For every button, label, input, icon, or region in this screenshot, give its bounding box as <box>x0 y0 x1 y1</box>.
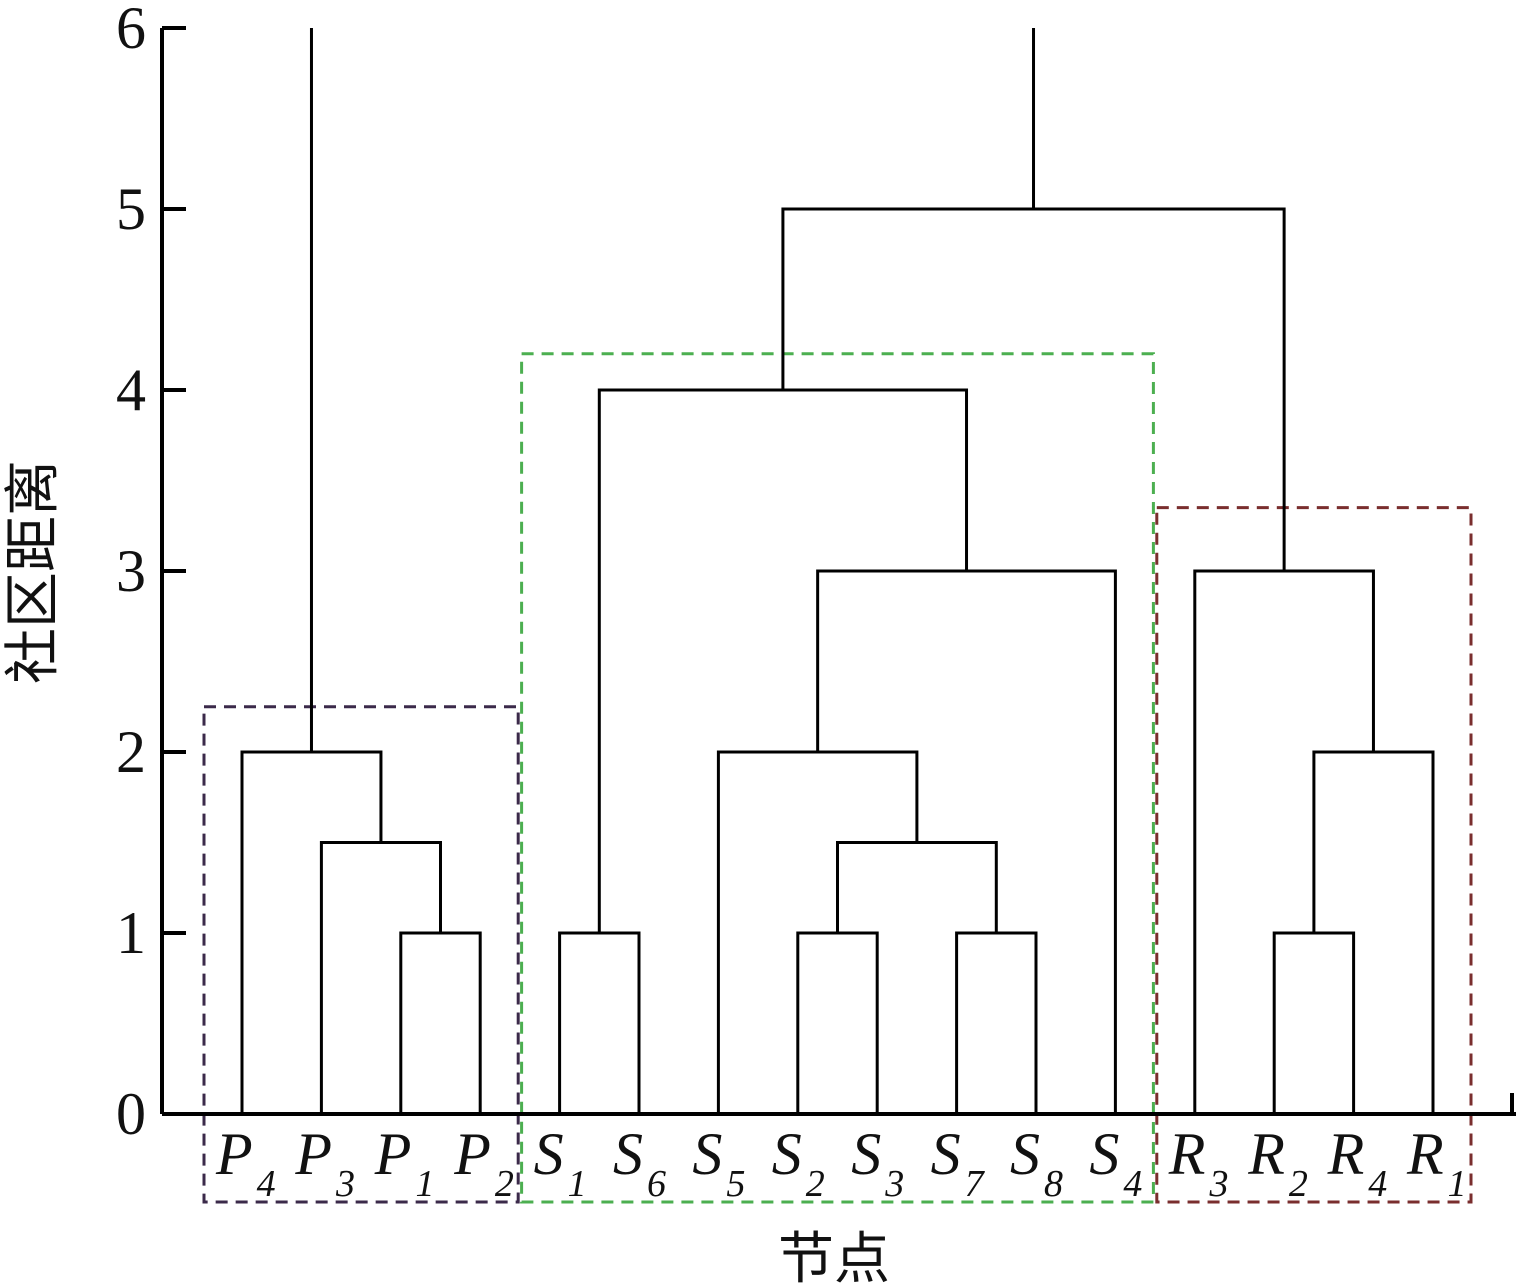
link-m11 <box>1272 931 1356 1114</box>
group-box-2 <box>520 352 1155 1204</box>
link-m6 <box>955 931 1038 1114</box>
link-m13 <box>1193 569 1375 1114</box>
link-m1 <box>399 931 482 1114</box>
y-tick-label-5: 5 <box>116 176 146 242</box>
group-box-1 <box>202 705 520 1204</box>
y-tick-label-2: 2 <box>116 719 146 785</box>
y-axis-title: 社区距离 <box>1 460 66 684</box>
x-axis-title: 节点 <box>778 1227 890 1288</box>
link-m5 <box>796 931 879 1114</box>
link-m3 <box>240 750 383 1114</box>
y-tick-label-3: 3 <box>116 538 146 604</box>
link-m7 <box>836 841 998 933</box>
dendrogram-links <box>240 28 1435 1114</box>
y-tick-label-6: 6 <box>116 0 146 61</box>
y-tick-label-0: 0 <box>116 1081 146 1147</box>
link-m10 <box>597 388 969 933</box>
y-tick-label-4: 4 <box>116 357 146 423</box>
link-m4 <box>558 931 641 1114</box>
y-ticks: 0 1 2 3 4 5 6 <box>116 0 186 1147</box>
y-tick-label-1: 1 <box>116 900 146 966</box>
group-box-3 <box>1155 506 1473 1204</box>
group-boxes <box>202 352 1473 1204</box>
link-m2 <box>319 841 442 1114</box>
